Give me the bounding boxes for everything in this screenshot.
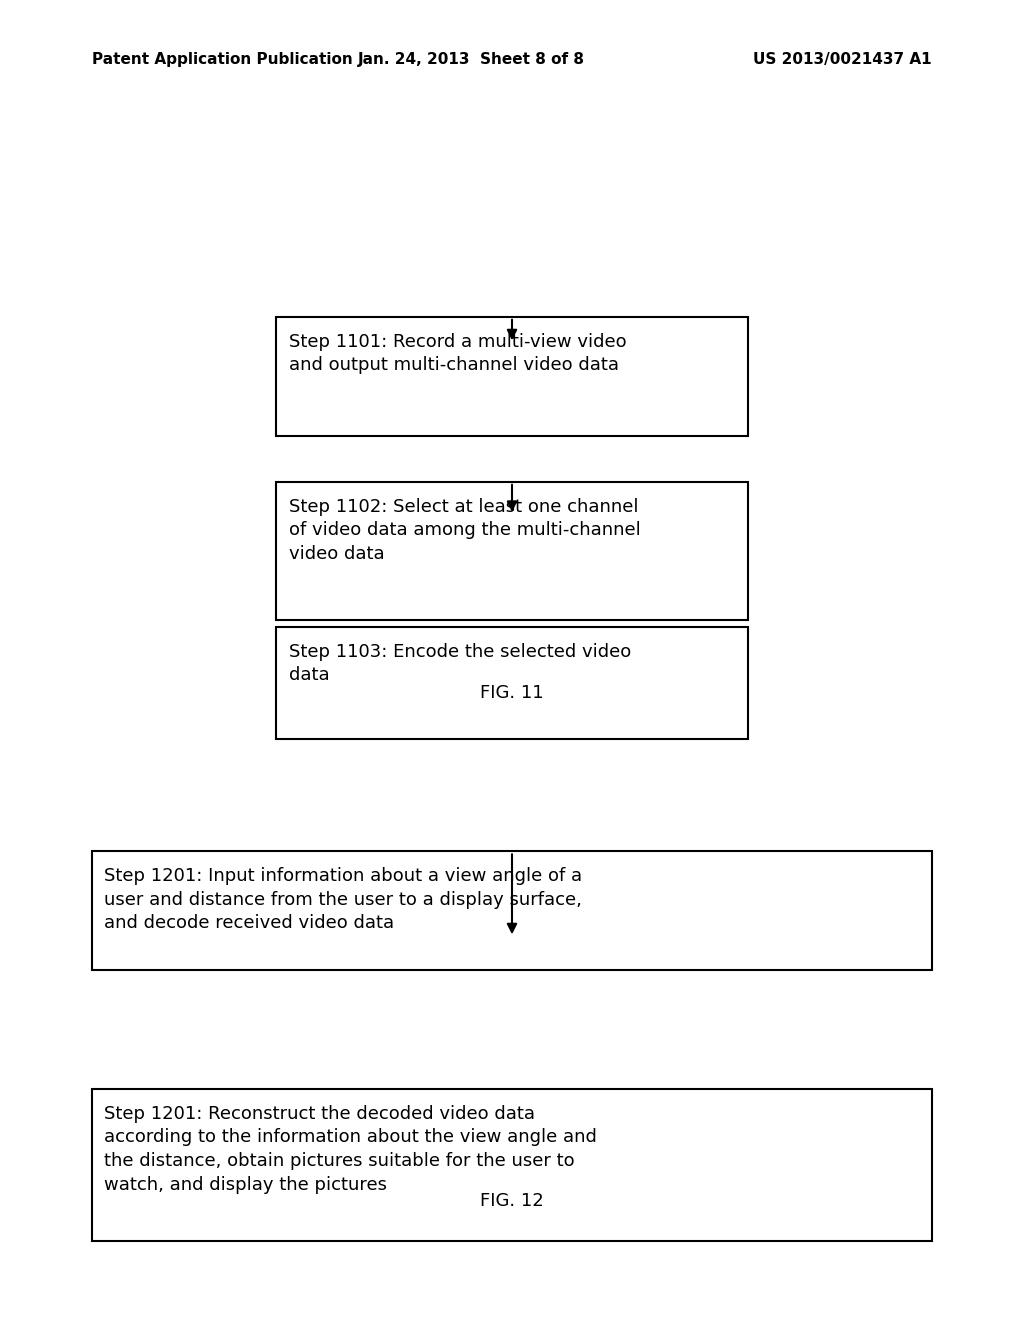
FancyBboxPatch shape bbox=[92, 1089, 932, 1241]
Text: Jan. 24, 2013  Sheet 8 of 8: Jan. 24, 2013 Sheet 8 of 8 bbox=[357, 51, 585, 67]
FancyBboxPatch shape bbox=[92, 851, 932, 970]
Text: FIG. 12: FIG. 12 bbox=[480, 1192, 544, 1210]
FancyBboxPatch shape bbox=[276, 317, 748, 436]
Text: Step 1201: Reconstruct the decoded video data
according to the information about: Step 1201: Reconstruct the decoded video… bbox=[104, 1105, 597, 1193]
Text: Patent Application Publication: Patent Application Publication bbox=[92, 51, 353, 67]
Text: Step 1103: Encode the selected video
data: Step 1103: Encode the selected video dat… bbox=[289, 643, 631, 685]
Text: Step 1102: Select at least one channel
of video data among the multi-channel
vid: Step 1102: Select at least one channel o… bbox=[289, 498, 641, 562]
FancyBboxPatch shape bbox=[276, 627, 748, 739]
Text: Step 1101: Record a multi-view video
and output multi-channel video data: Step 1101: Record a multi-view video and… bbox=[289, 333, 627, 375]
Text: Step 1201: Input information about a view angle of a
user and distance from the : Step 1201: Input information about a vie… bbox=[104, 867, 583, 932]
Text: FIG. 11: FIG. 11 bbox=[480, 684, 544, 702]
Text: US 2013/0021437 A1: US 2013/0021437 A1 bbox=[754, 51, 932, 67]
FancyBboxPatch shape bbox=[276, 482, 748, 620]
